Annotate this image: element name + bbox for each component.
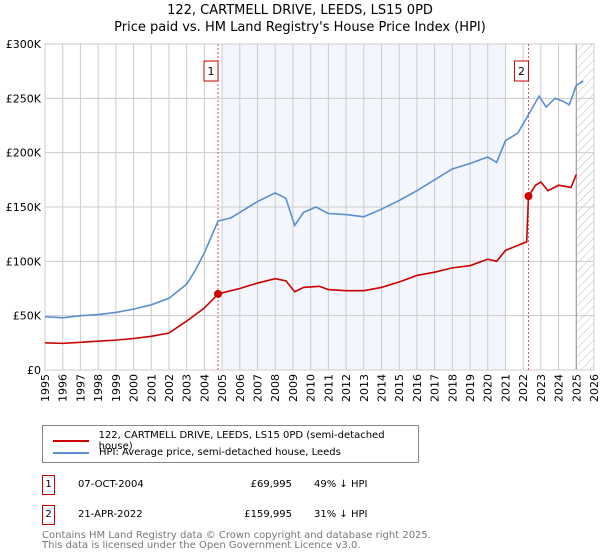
x-tick-label: 2019 <box>464 374 477 402</box>
x-tick-label: 2009 <box>287 374 300 402</box>
x-tick-label: 2012 <box>340 374 353 402</box>
y-tick-label: £300K <box>6 38 42 51</box>
transaction-marker: 2 <box>42 505 55 525</box>
transaction-date: 07-OCT-2004 <box>78 479 144 490</box>
transaction-hpi: 31% ↓ HPI <box>314 509 368 520</box>
x-tick-label: 2003 <box>181 374 194 402</box>
x-tick-label: 1997 <box>74 374 87 402</box>
x-tick-label: 2022 <box>517 374 530 402</box>
x-tick-label: 2004 <box>198 374 211 402</box>
transaction-row: 2 21-APR-2022 £159,995 31% ↓ HPI <box>42 505 442 525</box>
x-tick-label: 2007 <box>252 374 265 402</box>
legend-swatch-blue <box>53 451 89 454</box>
y-tick-label: £150K <box>6 201 42 214</box>
x-tick-label: 1995 <box>39 374 52 402</box>
transaction-price: £159,995 <box>244 509 292 520</box>
legend: 122, CARTMELL DRIVE, LEEDS, LS15 0PD (se… <box>42 425 419 463</box>
price-chart: 1995 1996 1997 1998 1999 2000 2001 2002 2003 2004… <box>6 38 600 402</box>
y-tick-label: £250K <box>6 92 42 105</box>
x-tick-label: 2001 <box>145 374 158 402</box>
x-tick-label: 2010 <box>305 374 318 402</box>
y-tick-label: £200K <box>6 147 42 160</box>
x-tick-label: 1996 <box>57 374 70 402</box>
footer-copyright: Contains HM Land Registry data © Crown c… <box>42 530 431 541</box>
x-tick-label: 2008 <box>269 374 282 402</box>
annotation-box <box>203 60 219 82</box>
x-tick-label: 2015 <box>393 374 406 402</box>
y-tick-label: £100K <box>6 255 42 268</box>
x-tick-label: 2025 <box>570 374 583 402</box>
x-tick-label: 2017 <box>429 374 442 402</box>
transaction-marker: 1 <box>42 475 55 495</box>
legend-item-hpi: HPI: Average price, semi-detached house,… <box>53 447 341 458</box>
footer: Contains HM Land Registry data © Crown c… <box>42 531 431 551</box>
plot-frame <box>44 43 595 371</box>
legend-item-property: 122, CARTMELL DRIVE, LEEDS, LS15 0PD (se… <box>53 430 418 452</box>
x-tick-label: 2014 <box>375 374 388 402</box>
x-tick-label: 2000 <box>128 374 141 402</box>
transaction-price: £69,995 <box>250 479 292 490</box>
y-tick-label: £0 <box>27 364 41 377</box>
x-tick-label: 2006 <box>234 374 247 402</box>
x-tick-label: 1998 <box>92 374 105 402</box>
x-tick-label: 2005 <box>216 374 229 402</box>
annotation-label: 2 <box>518 65 525 78</box>
x-tick-label: 1999 <box>110 374 123 402</box>
x-tick-label: 2026 <box>588 374 600 402</box>
title-line-1: 122, CARTMELL DRIVE, LEEDS, LS15 0PD <box>167 3 433 18</box>
transaction-date: 21-APR-2022 <box>78 509 143 520</box>
transaction-hpi: 49% ↓ HPI <box>314 479 368 490</box>
sale-point <box>214 289 223 298</box>
x-tick-label: 2020 <box>482 374 495 402</box>
x-tick-label: 2021 <box>499 374 512 402</box>
y-tick-label: £50K <box>13 310 42 323</box>
x-tick-label: 2011 <box>322 374 335 402</box>
chart-title: 122, CARTMELL DRIVE, LEEDS, LS15 0PD Pri… <box>0 2 600 36</box>
annotation-box <box>513 60 529 82</box>
annotation-label: 1 <box>208 65 215 78</box>
legend-label: HPI: Average price, semi-detached house,… <box>99 447 341 458</box>
legend-label: 122, CARTMELL DRIVE, LEEDS, LS15 0PD (se… <box>98 430 385 452</box>
transaction-row: 1 07-OCT-2004 £69,995 49% ↓ HPI <box>42 475 442 495</box>
x-tick-label: 2013 <box>358 374 371 402</box>
x-tick-label: 2002 <box>163 374 176 402</box>
legend-swatch-red <box>53 440 89 442</box>
footer-licence: This data is licensed under the Open Gov… <box>42 540 361 551</box>
title-line-2: Price paid vs. HM Land Registry's House … <box>114 20 486 35</box>
x-tick-label: 2018 <box>446 374 459 402</box>
series-line <box>44 80 584 319</box>
x-tick-label: 2016 <box>411 374 424 402</box>
x-tick-label: 2023 <box>535 374 548 402</box>
sale-point <box>524 192 533 201</box>
series-line <box>44 174 578 345</box>
x-tick-label: 2024 <box>553 374 566 402</box>
